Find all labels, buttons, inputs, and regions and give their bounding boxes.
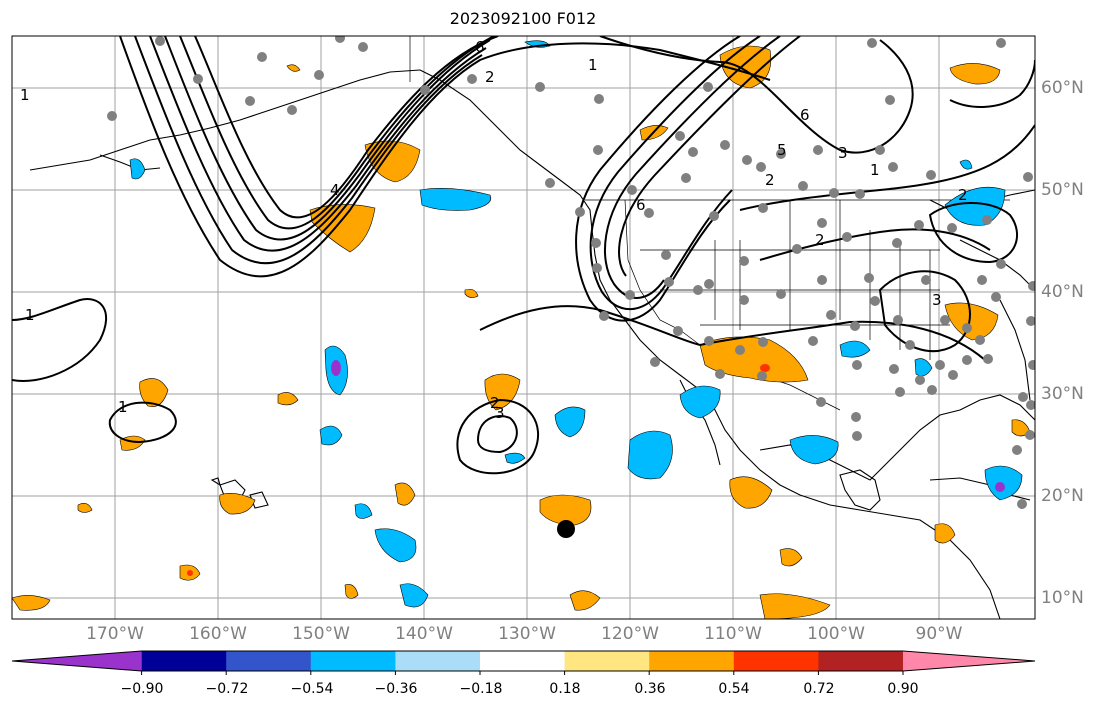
- colorbar-segment: [733, 651, 819, 671]
- contour-label: 3: [932, 291, 942, 309]
- graticule: [12, 36, 1035, 619]
- colorbar-extend-low: [12, 651, 142, 671]
- lon-label: 120°W: [601, 624, 659, 644]
- lon-label: 150°W: [292, 624, 350, 644]
- lon-label: 130°W: [498, 624, 556, 644]
- colorbar-segment: [818, 651, 904, 671]
- station-dots: [107, 36, 1035, 509]
- contour-label: 6: [800, 106, 810, 124]
- contour-label: 6: [475, 38, 485, 56]
- colorbar-tick-label: 0.72: [803, 681, 835, 697]
- colorbar-extend-high: [903, 651, 1035, 671]
- strong-positive-shading: [187, 364, 770, 576]
- contour-label-group: 1 1 1 1 2 2 2 2 3 3 6 6 6 4 5 1 2 3: [20, 38, 968, 422]
- marker-dot: [557, 520, 575, 538]
- map-plot-area: [12, 36, 1035, 619]
- lon-label: 140°W: [395, 624, 453, 644]
- contour-label: 1: [118, 398, 128, 416]
- colorbar: [11, 650, 1036, 675]
- colorbar-tick-label: −0.18: [459, 681, 503, 697]
- positive-anomaly-shading: [12, 45, 1031, 619]
- colorbar-segment: [226, 651, 312, 671]
- colorbar-segment: [480, 651, 566, 671]
- contour-label: 6: [636, 196, 646, 214]
- contour-label: 5: [777, 141, 787, 159]
- colorbar-tick-label: 0.90: [887, 681, 919, 697]
- lon-label: 90°W: [915, 624, 963, 644]
- colorbar-segment: [395, 651, 481, 671]
- contour-label: 3: [838, 144, 848, 162]
- lat-label: 30°N: [1041, 384, 1084, 404]
- colorbar-tick-label: −0.54: [290, 681, 334, 697]
- coastlines: [29, 69, 1035, 619]
- colorbar-tick-label: −0.36: [374, 681, 418, 697]
- colorbar-tick-label: 0.36: [634, 681, 666, 697]
- contour-label: 2: [815, 231, 825, 249]
- lat-label: 40°N: [1041, 282, 1084, 302]
- colorbar-segment: [310, 651, 396, 671]
- lon-label: 100°W: [807, 624, 865, 644]
- contour-label: 2: [958, 186, 968, 204]
- colorbar-segment: [649, 651, 735, 671]
- lat-label: 10°N: [1041, 588, 1084, 608]
- strong-negative-shading: [331, 360, 1005, 492]
- contour-label: 1: [20, 86, 30, 104]
- negative-anomaly-shading: [129, 40, 1023, 608]
- map-title: 2023092100 F012: [449, 9, 597, 28]
- lat-label: 20°N: [1041, 486, 1084, 506]
- lat-label: 60°N: [1041, 78, 1084, 98]
- lat-label: 50°N: [1041, 180, 1084, 200]
- contour-label: 3: [495, 404, 505, 422]
- map-frame: [11, 35, 1036, 620]
- colorbar-tick-label: 0.18: [549, 681, 581, 697]
- lon-label: 110°W: [704, 624, 762, 644]
- colorbar-tick-label: −0.72: [205, 681, 249, 697]
- contour-label: 2: [485, 68, 495, 86]
- colorbar-segment: [141, 651, 227, 671]
- colorbar-segment: [564, 651, 650, 671]
- colorbar-tick-label: 0.54: [718, 681, 750, 697]
- contour-label: 1: [870, 161, 880, 179]
- contour-label: 2: [490, 394, 500, 412]
- contour-label: 4: [330, 181, 340, 199]
- lon-label: 160°W: [189, 624, 247, 644]
- colorbar-tick-label: −0.90: [120, 681, 164, 697]
- contour-label: 1: [588, 56, 598, 74]
- contour-label: 1: [25, 306, 35, 324]
- lon-label: 170°W: [86, 624, 144, 644]
- contour-label: 2: [765, 171, 775, 189]
